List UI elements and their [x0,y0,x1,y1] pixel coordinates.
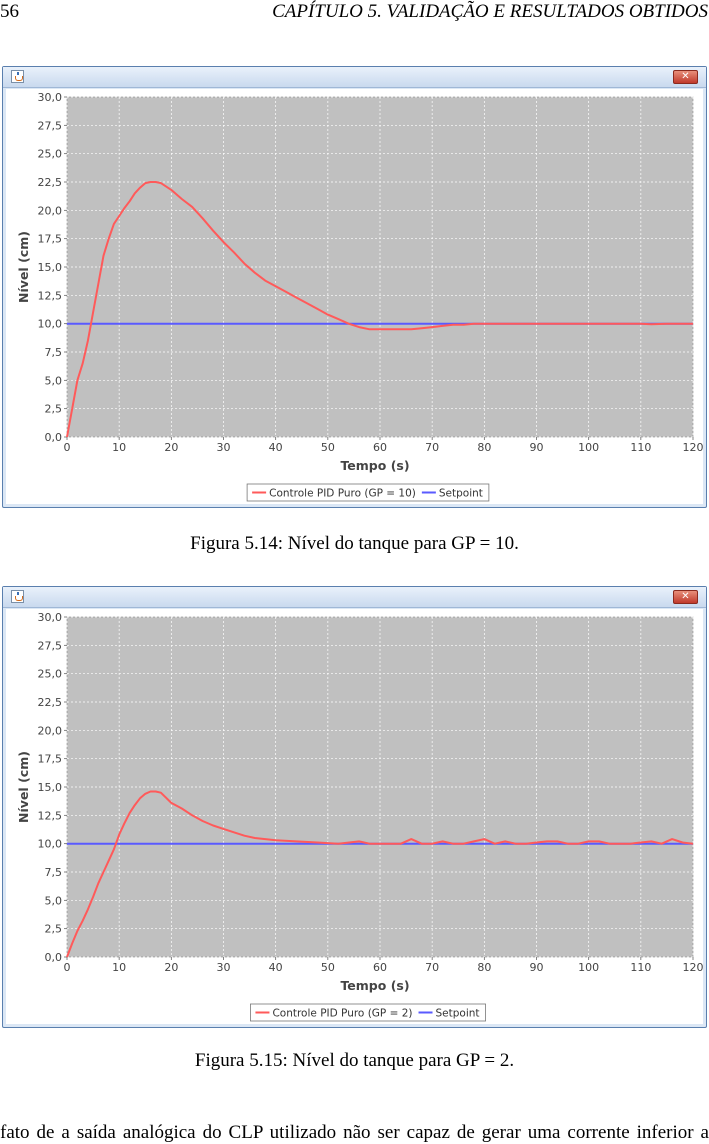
x-tick-label: 50 [321,961,335,974]
x-tick-label: 20 [164,961,178,974]
x-tick-label: 40 [269,961,283,974]
x-tick-label: 60 [373,961,387,974]
y-tick-label: 0,0 [45,431,63,444]
y-tick-label: 20,0 [38,724,63,737]
legend-label: Controle PID Puro (GP = 10) [269,488,416,500]
y-tick-label: 12,5 [38,289,63,302]
x-tick-label: 80 [477,441,491,454]
x-tick-label: 0 [64,441,71,454]
x-tick-label: 30 [217,441,231,454]
java-app-icon [11,70,24,83]
close-button[interactable]: ✕ [673,70,698,84]
y-axis-label: Nível (cm) [16,751,31,823]
y-tick-label: 27,5 [38,119,63,132]
x-tick-label: 110 [630,441,651,454]
y-tick-label: 15,0 [38,261,63,274]
x-tick-label: 90 [530,441,544,454]
y-tick-label: 22,5 [38,696,63,709]
y-tick-label: 12,5 [38,809,63,822]
y-tick-label: 2,5 [45,403,63,416]
chart-panel: 0 10 20 30 40 50 60 70 80 90 100 110 120 0,0 2,5 5,0 7,5… [6,609,704,1024]
body-paragraph: fato de a saída analógica do CLP utiliza… [0,1122,709,1143]
y-axis-label: Nível (cm) [16,231,31,303]
x-tick-label: 60 [373,441,387,454]
x-tick-label: 100 [578,961,599,974]
x-tick-label: 50 [321,441,335,454]
legend-label: Setpoint [439,488,483,500]
x-tick-label: 120 [683,961,704,974]
page-number: 56 [0,1,19,22]
chart-window-1: ✕ 0 10 20 30 40 50 60 70 80 90 100 110 120 0,0 2,5 5,0 7… [2,66,707,508]
y-tick-label: 25,0 [38,148,63,161]
y-tick-label: 25,0 [38,668,63,681]
window-titlebar[interactable]: ✕ [3,587,706,608]
series-line [66,181,693,438]
chart-panel: 0 10 20 30 40 50 60 70 80 90 100 110 120 0,0 2,5 5,0 7,5… [6,89,704,504]
x-tick-label: 30 [217,961,231,974]
x-tick-label: 0 [64,961,71,974]
x-tick-label: 70 [425,961,439,974]
figure-caption-1: Figura 5.14: Nível do tanque para GP = 1… [190,533,519,554]
y-tick-label: 20,0 [38,204,63,217]
y-tick-label: 10,0 [38,318,63,331]
legend-label: Controle PID Puro (GP = 2) [272,1008,412,1020]
legend-box [246,483,490,502]
x-tick-label: 80 [477,961,491,974]
y-tick-label: 27,5 [38,639,63,652]
x-tick-label: 10 [112,441,126,454]
close-button[interactable]: ✕ [673,590,698,604]
x-tick-label: 20 [164,441,178,454]
x-tick-label: 40 [269,441,283,454]
y-tick-label: 22,5 [38,176,63,189]
y-tick-label: 10,0 [38,838,63,851]
series-line [66,790,694,958]
level-chart-gp10: 0 10 20 30 40 50 60 70 80 90 100 110 120 0,0 2,5 5,0 7,5… [16,91,704,502]
y-tick-label: 2,5 [45,923,63,936]
x-tick-label: 90 [530,961,544,974]
x-axis-label: Tempo (s) [340,458,409,473]
x-tick-label: 70 [425,441,439,454]
y-tick-label: 5,0 [45,894,63,907]
java-app-icon [11,590,24,603]
y-tick-label: 17,5 [38,233,63,246]
x-tick-label: 10 [112,961,126,974]
y-tick-label: 15,0 [38,781,63,794]
y-tick-label: 30,0 [38,91,63,104]
y-tick-label: 5,0 [45,374,63,387]
legend-box [250,1003,486,1022]
y-tick-label: 17,5 [38,753,63,766]
chapter-title: CAPÍTULO 5. VALIDAÇÃO E RESULTADOS OBTID… [272,1,708,22]
x-tick-label: 100 [578,441,599,454]
page-header: 56 CAPÍTULO 5. VALIDAÇÃO E RESULTADOS OB… [0,0,709,26]
x-axis-label: Tempo (s) [340,978,409,993]
x-tick-label: 110 [630,961,651,974]
y-tick-label: 0,0 [45,951,63,964]
y-tick-label: 30,0 [38,611,63,624]
y-tick-label: 7,5 [45,866,63,879]
window-titlebar[interactable]: ✕ [3,67,706,88]
level-chart-gp2: 0 10 20 30 40 50 60 70 80 90 100 110 120 0,0 2,5 5,0 7,5… [16,611,704,1022]
legend-label: Setpoint [436,1008,480,1020]
x-tick-label: 120 [683,441,704,454]
chart-window-2: ✕ 0 10 20 30 40 50 60 70 80 90 100 110 120 0,0 2,5 5,0 7… [2,586,707,1028]
y-tick-label: 7,5 [45,346,63,359]
figure-caption-2: Figura 5.15: Nível do tanque para GP = 2… [194,1050,515,1071]
